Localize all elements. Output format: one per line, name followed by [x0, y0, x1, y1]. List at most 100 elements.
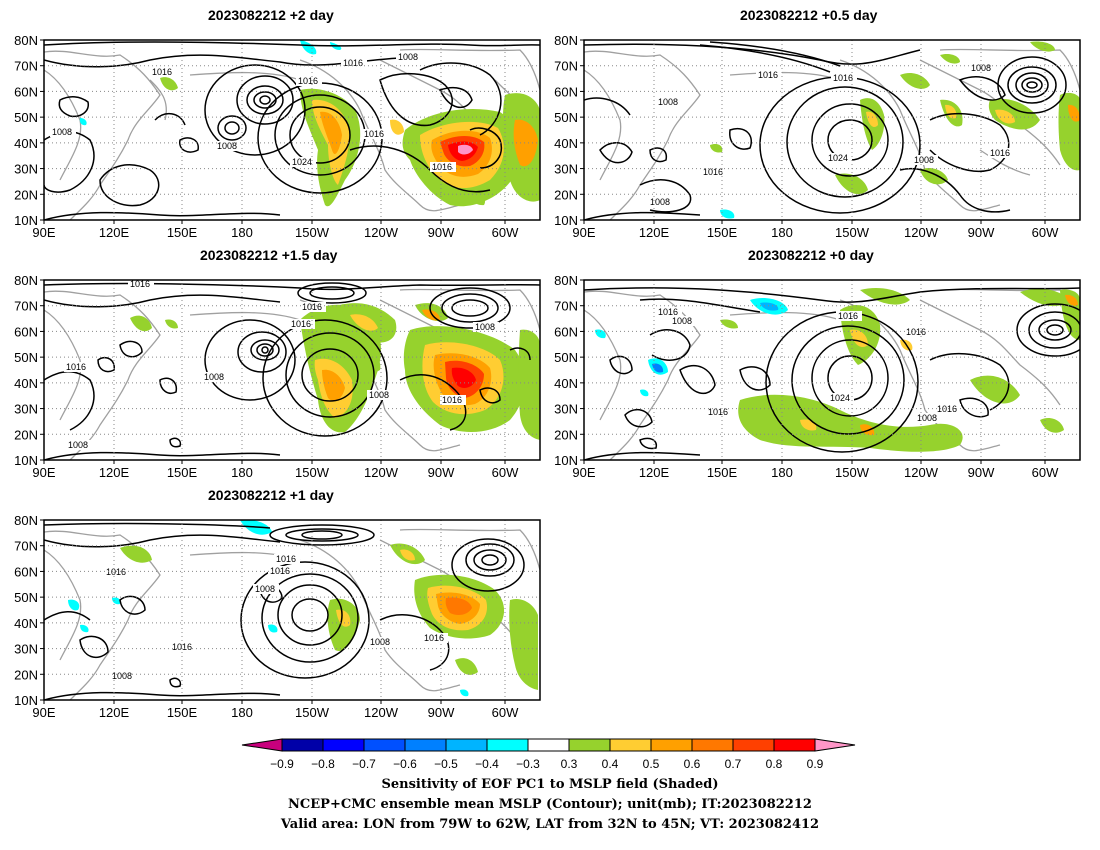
panel-title-plus2: 2023082212 +2 day [208, 7, 334, 23]
colorbar-high-arrow [814, 738, 856, 752]
contour-label: 1008 [255, 584, 275, 594]
lon-tick-label: 90E [32, 705, 55, 720]
lat-tick-label: 30N [554, 162, 578, 177]
contour-label: 1008 [475, 322, 495, 332]
contour-label: 1024 [292, 157, 312, 167]
lon-tick-label: 90E [32, 465, 55, 480]
lat-tick-label: 40N [14, 376, 38, 391]
lat-tick-label: 70N [14, 539, 38, 554]
lat-tick-label: 50N [554, 110, 578, 125]
coastlines [584, 48, 1080, 220]
contour-label: 1016 [276, 554, 296, 564]
lon-tick-label: 150W [295, 705, 330, 720]
lat-tick-label: 10N [554, 213, 578, 228]
contour-label: 1016 [937, 404, 957, 414]
contour-label: 1016 [152, 67, 172, 77]
lon-tick-label: 150W [295, 225, 330, 240]
contour-label: 1008 [52, 127, 72, 137]
colorbar-box [404, 738, 447, 752]
lat-tick-label: 10N [14, 213, 38, 228]
contour-label: 1016 [833, 73, 853, 83]
map-panel-plus05: 1016 1016 1008 1008 1016 1024 1008 1016 … [584, 41, 1080, 220]
lat-tick-label: 50N [14, 590, 38, 605]
colorbar-label: 0.9 [807, 757, 824, 771]
lat-tick-label: 20N [14, 187, 38, 202]
lat-tick-label: 10N [554, 453, 578, 468]
lon-tick-label: 90E [572, 465, 595, 480]
lat-tick-label: 40N [554, 136, 578, 151]
map-panel-plus1: 1016 1016 1016 1008 1016 1008 1016 1008 [44, 520, 540, 700]
map-frame [43, 39, 541, 221]
contour-label: 1024 [830, 393, 850, 403]
contour-label: 1016 [838, 311, 858, 321]
contour-label: 1008 [917, 413, 937, 423]
colorbar-box [445, 738, 488, 752]
colorbar-label: 0.7 [725, 757, 742, 771]
contour-label: 1016 [302, 302, 322, 312]
lon-tick-label: 150E [707, 465, 738, 480]
lat-tick-label: 70N [554, 59, 578, 74]
colorbar-box [363, 738, 406, 752]
colorbar-label: −0.9 [270, 757, 294, 771]
lat-tick-label: 60N [14, 84, 38, 99]
colorbar-box [568, 738, 611, 752]
panel-title-plus15: 2023082212 +1.5 day [200, 247, 338, 263]
contour-label: 1008 [398, 52, 418, 62]
isobars [44, 522, 525, 700]
contour-label: 1016 [432, 162, 452, 172]
panel-title-plus0: 2023082212 +0 day [748, 247, 874, 263]
contour-label: 1016 [298, 76, 318, 86]
lon-tick-label: 180 [231, 465, 253, 480]
contour-labels: 1016 1016 1008 1016 1008 1008 1024 1016 … [50, 52, 456, 172]
shading [710, 41, 1080, 219]
colorbar-label: 0.6 [684, 757, 701, 771]
lon-tick-label: 120W [364, 705, 399, 720]
lon-tick-label: 120E [639, 465, 670, 480]
contour-label: 1016 [172, 642, 192, 652]
lon-tick-label: 90W [428, 705, 455, 720]
colorbar-label: 0.8 [766, 757, 783, 771]
lat-tick-label: 30N [14, 402, 38, 417]
colorbar-label: −0.4 [475, 757, 499, 771]
map-panels: 1016 1016 1008 1016 1008 1008 1024 1016 … [14, 33, 1081, 720]
colorbar-box [691, 738, 734, 752]
lat-tick-label: 80N [554, 273, 578, 288]
contour-label: 1024 [828, 153, 848, 163]
lat-tick-label: 70N [554, 299, 578, 314]
shading [130, 303, 540, 440]
lat-tick-label: 50N [554, 350, 578, 365]
shading [68, 520, 538, 697]
lat-tick-label: 10N [14, 453, 38, 468]
contour-label: 1016 [442, 395, 462, 405]
lat-tick-label: 40N [14, 616, 38, 631]
lat-tick-label: 70N [14, 59, 38, 74]
contour-label: 1016 [708, 407, 728, 417]
contour-label: 1008 [204, 372, 224, 382]
colorbar-label: −0.5 [434, 757, 458, 771]
lon-tick-label: 150W [295, 465, 330, 480]
lat-tick-label: 20N [554, 187, 578, 202]
lon-tick-label: 60W [1032, 465, 1059, 480]
lat-tick-label: 30N [14, 162, 38, 177]
map-frame [583, 279, 1081, 461]
lon-tick-label: 180 [231, 705, 253, 720]
caption-line-3: Valid area: LON from 79W to 62W, LAT fro… [280, 817, 820, 832]
lon-tick-label: 150W [835, 225, 870, 240]
colorbar-box [650, 738, 693, 752]
lon-tick-label: 90W [968, 225, 995, 240]
lat-tick-label: 50N [14, 110, 38, 125]
lon-tick-label: 120W [904, 465, 939, 480]
lat-tick-label: 80N [14, 33, 38, 48]
colorbar-box [281, 738, 324, 752]
lon-tick-label: 60W [492, 705, 519, 720]
colorbar-label: 0.4 [602, 757, 619, 771]
contour-label: 1008 [68, 440, 88, 450]
contour-label: 1016 [291, 319, 311, 329]
map-frame [43, 279, 541, 461]
contour-label: 1008 [658, 97, 678, 107]
colorbar-label: −0.7 [352, 757, 376, 771]
contour-label: 1008 [112, 671, 132, 681]
lon-tick-label: 150W [835, 465, 870, 480]
lon-tick-label: 60W [492, 225, 519, 240]
